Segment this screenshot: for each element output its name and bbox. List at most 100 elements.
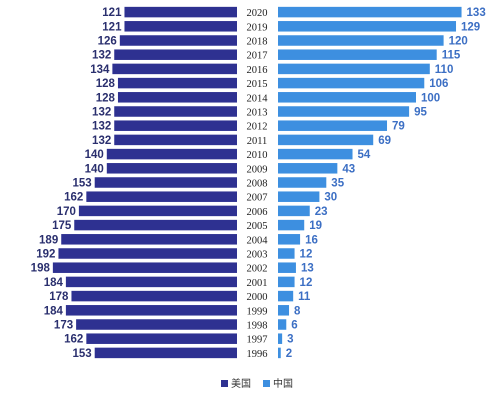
cn-bar-2002 bbox=[278, 262, 296, 273]
legend-swatch-cn bbox=[263, 380, 270, 387]
legend-label-cn: 中国 bbox=[273, 377, 293, 390]
us-bar-2008 bbox=[94, 177, 238, 188]
us-value-2016: 134 bbox=[90, 64, 110, 76]
year-label-2020: 2020 bbox=[247, 8, 268, 19]
year-label-2008: 2008 bbox=[247, 179, 268, 190]
us-bar-2020 bbox=[124, 6, 237, 18]
year-label-2011: 2011 bbox=[247, 136, 268, 147]
cn-bar-2010 bbox=[278, 148, 353, 160]
cn-value-2008: 35 bbox=[331, 178, 344, 190]
us-bar-2016 bbox=[112, 63, 237, 75]
cn-bar-1996 bbox=[278, 347, 281, 359]
us-bar-2000 bbox=[71, 290, 238, 302]
us-value-1999: 184 bbox=[44, 305, 64, 317]
cn-value-2005: 19 bbox=[309, 220, 322, 232]
cn-value-2020: 133 bbox=[467, 7, 486, 19]
year-label-2014: 2014 bbox=[247, 93, 269, 104]
cn-bar-2013 bbox=[278, 106, 410, 117]
us-value-2013: 132 bbox=[92, 107, 111, 119]
cn-bar-1999 bbox=[278, 305, 290, 316]
cn-bar-2016 bbox=[278, 63, 430, 75]
cn-bar-2003 bbox=[278, 248, 295, 259]
cn-value-2012: 79 bbox=[392, 121, 405, 133]
cn-value-2015: 106 bbox=[429, 78, 448, 90]
cn-value-2009: 43 bbox=[342, 163, 355, 175]
us-value-2020: 121 bbox=[102, 7, 122, 19]
us-value-1997: 162 bbox=[64, 334, 83, 346]
cn-bar-2007 bbox=[278, 191, 320, 202]
legend: 美国 中国 bbox=[221, 377, 293, 390]
us-value-2006: 170 bbox=[57, 206, 76, 218]
cn-value-1998: 6 bbox=[291, 320, 297, 332]
cn-value-2017: 115 bbox=[442, 50, 461, 62]
cn-bar-1997 bbox=[278, 333, 283, 344]
cn-bar-1998 bbox=[278, 319, 287, 330]
year-label-2013: 2013 bbox=[247, 108, 268, 119]
year-label-2001: 2001 bbox=[247, 278, 268, 289]
cn-value-2000: 11 bbox=[298, 291, 311, 303]
us-bar-2009 bbox=[106, 163, 237, 174]
cn-bar-2020 bbox=[278, 6, 462, 18]
cn-bar-2019 bbox=[278, 21, 457, 32]
us-bar-2006 bbox=[78, 205, 238, 217]
us-value-2001: 184 bbox=[44, 277, 64, 289]
cn-bar-2018 bbox=[278, 35, 444, 46]
us-bar-1996 bbox=[94, 347, 238, 359]
us-value-2003: 192 bbox=[36, 249, 55, 261]
us-bar-2013 bbox=[114, 106, 237, 117]
us-series: 121 121 126 132 134 128 128 132 132 132 140 140 153 1… bbox=[31, 6, 238, 360]
us-bar-2003 bbox=[58, 248, 237, 259]
cn-value-2013: 95 bbox=[414, 107, 427, 119]
cn-bar-2008 bbox=[278, 177, 327, 188]
us-value-2007: 162 bbox=[64, 192, 83, 204]
cn-bar-2006 bbox=[278, 205, 310, 217]
us-value-2000: 178 bbox=[49, 291, 69, 303]
us-bar-2004 bbox=[61, 234, 238, 245]
year-label-2000: 2000 bbox=[247, 292, 268, 303]
cn-bar-2005 bbox=[278, 219, 305, 231]
us-bar-2014 bbox=[117, 92, 237, 103]
legend-swatch-us bbox=[221, 380, 228, 387]
us-bar-2019 bbox=[124, 21, 237, 32]
year-label-2015: 2015 bbox=[247, 79, 268, 90]
us-bar-2001 bbox=[65, 276, 237, 288]
cn-bar-2014 bbox=[278, 92, 416, 103]
cn-bar-2012 bbox=[278, 120, 388, 131]
cn-bar-2017 bbox=[278, 49, 437, 60]
year-label-2012: 2012 bbox=[247, 122, 268, 133]
us-bar-1999 bbox=[65, 305, 237, 316]
us-value-2002: 198 bbox=[31, 263, 51, 275]
us-value-2009: 140 bbox=[85, 163, 104, 175]
year-label-1999: 1999 bbox=[247, 306, 268, 317]
us-bar-2012 bbox=[114, 120, 237, 131]
cn-bar-2011 bbox=[278, 134, 374, 146]
us-value-2008: 153 bbox=[73, 178, 92, 190]
year-label-2019: 2019 bbox=[247, 22, 268, 33]
year-label-2005: 2005 bbox=[247, 221, 268, 232]
cn-value-2019: 129 bbox=[461, 21, 480, 33]
cn-value-2002: 13 bbox=[301, 263, 314, 275]
cn-value-2014: 100 bbox=[421, 92, 440, 104]
us-value-1996: 153 bbox=[73, 348, 92, 360]
cn-bar-2001 bbox=[278, 276, 295, 288]
us-bar-1998 bbox=[76, 319, 237, 330]
year-label-1998: 1998 bbox=[247, 321, 268, 332]
cn-bar-2000 bbox=[278, 290, 294, 302]
us-value-2012: 132 bbox=[92, 121, 111, 133]
cn-bar-2004 bbox=[278, 234, 301, 245]
us-value-2010: 140 bbox=[85, 149, 104, 161]
us-bar-1997 bbox=[86, 333, 237, 344]
us-value-2018: 126 bbox=[98, 36, 117, 48]
cn-bar-2015 bbox=[278, 77, 425, 89]
us-value-2004: 189 bbox=[39, 234, 58, 246]
cn-value-1997: 3 bbox=[287, 334, 293, 346]
us-bar-2011 bbox=[114, 134, 237, 146]
year-label-2004: 2004 bbox=[247, 235, 269, 246]
year-label-2018: 2018 bbox=[247, 37, 268, 48]
cn-bar-2009 bbox=[278, 163, 338, 174]
cn-value-2010: 54 bbox=[358, 149, 371, 161]
cn-value-2006: 23 bbox=[315, 206, 328, 218]
us-value-2015: 128 bbox=[96, 78, 116, 90]
year-label-2003: 2003 bbox=[247, 250, 268, 261]
